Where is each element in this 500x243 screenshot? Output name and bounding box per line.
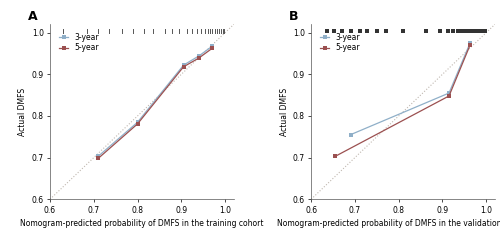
3-year xyxy=(209,45,215,48)
Legend: 3-year, 5-year: 3-year, 5-year xyxy=(318,32,362,54)
Line: 5-year: 5-year xyxy=(334,43,472,158)
Line: 3-year: 3-year xyxy=(96,44,214,158)
3-year xyxy=(134,121,140,124)
3-year xyxy=(196,54,202,57)
X-axis label: Nomogram-predicted probability of DMFS in the validation cohort: Nomogram-predicted probability of DMFS i… xyxy=(278,219,500,228)
Line: 5-year: 5-year xyxy=(96,46,214,160)
5-year xyxy=(209,47,215,50)
5-year xyxy=(446,95,452,97)
3-year xyxy=(446,92,452,95)
Text: B: B xyxy=(289,10,298,23)
5-year xyxy=(134,122,140,125)
5-year xyxy=(180,65,186,68)
3-year xyxy=(348,133,354,136)
5-year xyxy=(332,155,338,158)
Y-axis label: Actual DMFS: Actual DMFS xyxy=(280,88,288,136)
5-year xyxy=(95,157,101,160)
Y-axis label: Actual DMFS: Actual DMFS xyxy=(18,88,28,136)
5-year xyxy=(467,44,473,47)
Line: 3-year: 3-year xyxy=(348,41,472,137)
3-year xyxy=(180,64,186,67)
Text: A: A xyxy=(28,10,38,23)
3-year xyxy=(467,42,473,44)
X-axis label: Nomogram-predicted probability of DMFS in the training cohort: Nomogram-predicted probability of DMFS i… xyxy=(20,219,264,228)
3-year xyxy=(95,155,101,158)
5-year xyxy=(196,57,202,60)
Legend: 3-year, 5-year: 3-year, 5-year xyxy=(58,32,100,54)
